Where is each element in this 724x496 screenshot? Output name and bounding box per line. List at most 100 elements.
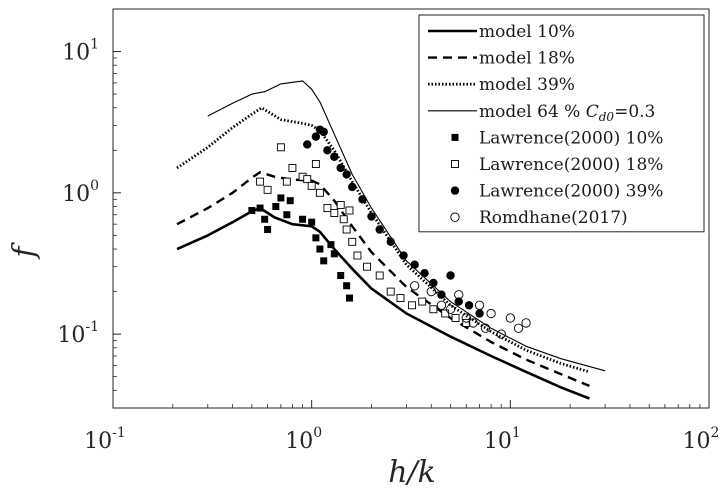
data-point-filled-circle <box>358 195 367 204</box>
data-point-filled-circle <box>475 309 484 318</box>
axes-box <box>112 8 710 409</box>
data-point-open-circle <box>436 300 447 310</box>
legend: model 10% model 18% model 39% model 64 % Cd… <box>418 14 705 233</box>
data-point-open-square <box>441 309 450 318</box>
data-point-open-square <box>282 177 291 186</box>
data-point-open-square <box>396 294 405 303</box>
data-point-filled-square <box>320 257 328 265</box>
legend-label: model 64 % Cd0=0.3 <box>479 102 655 124</box>
data-point-open-square <box>307 181 316 190</box>
x-tick-label: 10-1 <box>84 425 126 454</box>
data-point-open-square <box>336 201 345 209</box>
data-point-filled-circle <box>303 140 312 149</box>
plot-frame <box>112 8 710 409</box>
data-point-open-square <box>375 271 384 280</box>
data-point-filled-square <box>277 194 285 202</box>
data-point-open-square <box>345 206 354 215</box>
data-point-open-circle <box>426 286 436 297</box>
data-point-open-square <box>276 143 285 152</box>
legend-label: model 39% <box>479 75 575 95</box>
y-tick-exponent: 0 <box>90 178 99 194</box>
x-axis-ticks: 10-1 100 101 102 <box>84 400 719 454</box>
legend-label: model 10% <box>479 22 575 42</box>
data-point-filled-square <box>261 215 269 223</box>
legend-box <box>418 14 705 233</box>
x-axis-title: h/k <box>388 455 436 490</box>
data-point-open-square <box>429 305 438 314</box>
x-tick-label: 101 <box>484 425 521 454</box>
data-point-open-square <box>418 297 427 306</box>
data-point-filled-square <box>343 282 351 290</box>
x-tick-label: 102 <box>683 425 720 454</box>
data-point-open-square <box>353 251 362 260</box>
data-point-open-square <box>311 160 320 168</box>
data-point-open-square <box>330 209 339 217</box>
legend-marker-swatch <box>450 212 460 222</box>
data-point-open-square <box>315 188 324 197</box>
data-point-filled-square <box>256 204 264 212</box>
y-tick-exponent: -1 <box>85 319 99 335</box>
data-point-filled-square <box>337 271 345 279</box>
data-point-filled-square <box>330 250 338 258</box>
series-layer <box>176 80 606 400</box>
data-point-open-circle <box>486 308 496 319</box>
data-point-filled-circle <box>323 146 332 155</box>
data-point-filled-square <box>264 226 272 234</box>
data-point-open-square <box>408 301 416 310</box>
legend-math: C <box>586 102 599 122</box>
data-point-filled-circle <box>464 301 474 310</box>
data-point-open-square <box>363 262 371 271</box>
data-point-open-square <box>303 175 312 184</box>
legend-marker-swatch <box>451 160 459 168</box>
data-point-open-circle <box>480 323 491 333</box>
legend-entry: model 39% <box>428 75 575 95</box>
data-point-open-square <box>256 177 265 186</box>
data-point-filled-circle <box>386 237 395 247</box>
data-point-filled-circle <box>342 170 351 179</box>
x-tick-label: 100 <box>285 425 322 454</box>
data-point-filled-circle <box>454 297 463 306</box>
data-point-filled-square <box>327 241 335 249</box>
legend-label: Lawrence(2000) 39% <box>479 182 663 202</box>
y-axis-title: f <box>7 242 42 260</box>
data-point-open-circle <box>410 281 420 291</box>
data-point-filled-circle <box>367 212 376 221</box>
data-point-open-square <box>339 215 348 224</box>
legend-entry: Lawrence(2000) 10% <box>451 128 663 148</box>
data-point-filled-circle <box>446 271 455 280</box>
data-point-open-circle <box>513 323 524 333</box>
data-point-open-square <box>323 204 332 213</box>
data-point-filled-square <box>286 197 294 205</box>
data-point-filled-circle <box>336 163 345 173</box>
data-point-filled-square <box>272 203 280 211</box>
data-point-filled-square <box>283 211 291 219</box>
data-point-open-circle <box>454 290 464 300</box>
x-tick-exponent: 2 <box>711 425 720 441</box>
data-point-open-square <box>386 287 395 296</box>
data-point-open-square <box>288 163 297 172</box>
data-point-filled-circle <box>348 182 357 192</box>
data-point-open-circle <box>445 304 456 314</box>
legend-math-subscript: d0 <box>599 110 615 124</box>
data-point-open-circle <box>521 318 531 328</box>
data-point-filled-square <box>308 218 316 226</box>
legend-entry: Romdhane(2017) <box>450 208 628 228</box>
legend-entry: Lawrence(2000) 39% <box>450 182 663 202</box>
legend-marker-swatch <box>451 133 459 141</box>
data-point-filled-square <box>345 294 353 302</box>
data-point-open-square <box>263 185 272 194</box>
data-point-filled-circle <box>437 290 446 299</box>
data-point-filled-circle <box>319 127 328 137</box>
series-line-2 <box>176 170 590 388</box>
data-point-open-square <box>462 318 471 327</box>
data-point-filled-square <box>316 245 324 253</box>
legend-label: Lawrence(2000) 10% <box>479 128 663 148</box>
legend-suffix: =0.3 <box>614 102 655 122</box>
data-point-filled-square <box>312 234 320 242</box>
data-point-filled-circle <box>330 152 339 161</box>
data-point-open-circle <box>474 300 485 310</box>
y-tick-label: 100 <box>62 178 99 207</box>
series-line-4 <box>207 80 606 372</box>
data-point-open-square <box>342 225 351 234</box>
